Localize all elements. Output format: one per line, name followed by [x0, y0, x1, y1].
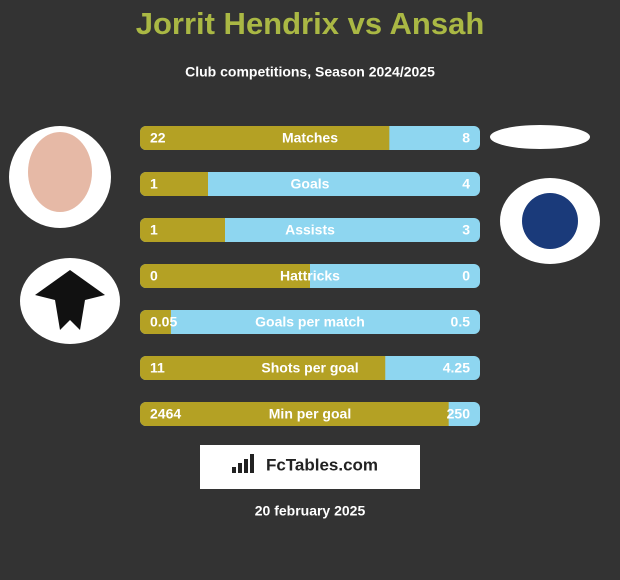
right-value: 4 [462, 176, 470, 192]
stat-label: Assists [285, 222, 335, 238]
stat-label: Matches [282, 130, 338, 146]
stat-label: Shots per goal [261, 360, 358, 376]
left-value: 0.05 [150, 314, 177, 330]
player-face [28, 132, 92, 212]
brand: FcTables.com [266, 455, 378, 474]
subtitle: Club competitions, Season 2024/2025 [185, 64, 435, 80]
brand-icon [232, 454, 254, 473]
left-value: 1 [150, 176, 158, 192]
bar-left [140, 402, 449, 426]
left-value: 11 [150, 360, 165, 376]
paderborn-icon [522, 193, 578, 249]
stat-label: Goals [291, 176, 330, 192]
stat-label: Hattricks [280, 268, 340, 284]
right-value: 4.25 [443, 360, 470, 376]
right-value: 250 [447, 406, 471, 422]
right-value: 3 [462, 222, 470, 238]
rows: 22 Matches 8 1 Goals 4 1 Assists 3 0 Hattricks 0 0.0… [140, 126, 480, 426]
bar-left [140, 126, 390, 150]
stat-label: Min per goal [269, 406, 351, 422]
stat-label: Goals per match [255, 314, 365, 330]
bar-left [140, 264, 310, 288]
left-value: 1 [150, 222, 158, 238]
left-value: 22 [150, 130, 166, 146]
bar-left [140, 310, 171, 334]
left-value: 2464 [150, 406, 181, 422]
right-value: 0.5 [451, 314, 471, 330]
bar-right [140, 310, 480, 334]
right-value: 8 [462, 130, 470, 146]
brand-box [200, 445, 420, 489]
bar-left [140, 218, 225, 242]
bar-left [140, 172, 208, 196]
left-value: 0 [150, 268, 158, 284]
club-logo-right-placeholder [490, 125, 590, 149]
title: Jorrit Hendrix vs Ansah [136, 6, 485, 41]
bar-left [140, 356, 386, 380]
right-value: 0 [462, 268, 470, 284]
eagle-icon [35, 270, 105, 330]
date: 20 february 2025 [255, 503, 366, 519]
